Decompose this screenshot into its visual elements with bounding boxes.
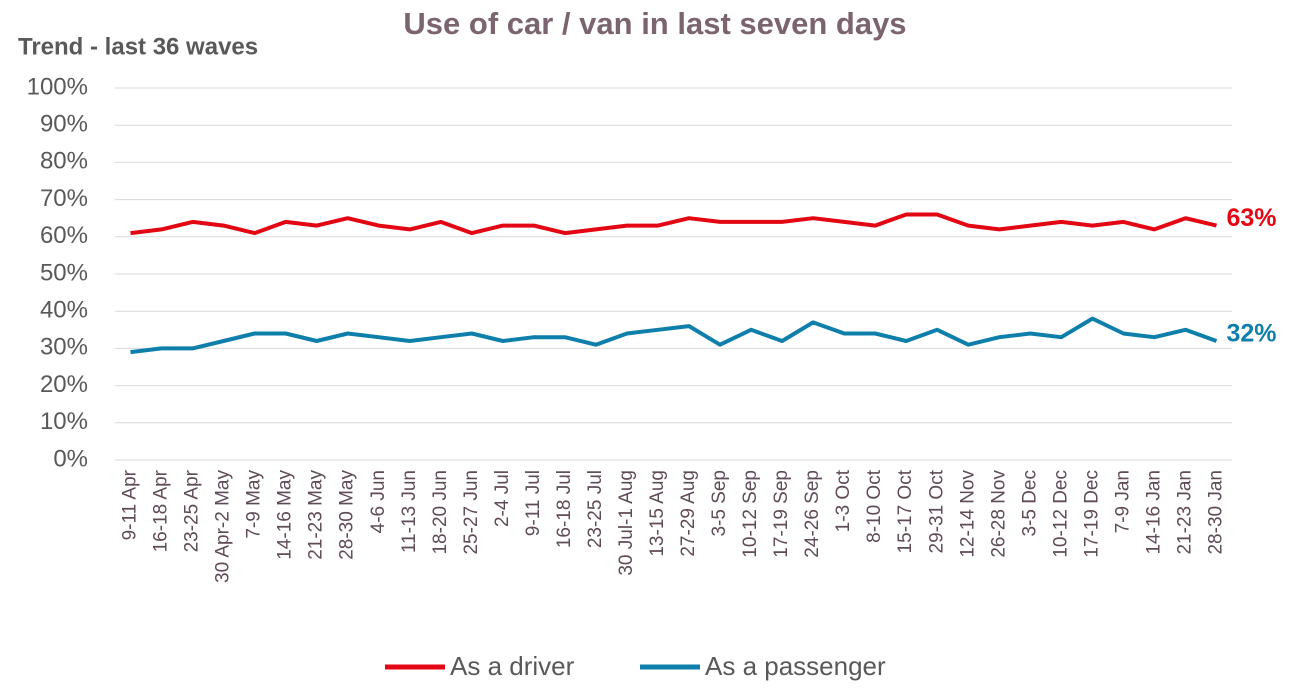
x-tick-label: 2-4 Jul: [492, 470, 513, 527]
x-tick-label: 14-16 Jan: [1143, 470, 1164, 555]
x-tick-label: 9-11 Apr: [120, 469, 141, 540]
x-tick-label: 21-23 Jan: [1174, 470, 1195, 555]
x-tick-label: 12-14 Nov: [957, 470, 978, 558]
x-tick-label: 16-18 Apr: [151, 469, 172, 552]
x-tick-label: 15-17 Oct: [895, 469, 916, 553]
data-label: 32%: [1226, 320, 1276, 348]
x-tick-label: 28-30 Jan: [1206, 470, 1227, 555]
y-tick-label: 100%: [27, 73, 88, 100]
x-tick-label: 28-30 May: [337, 470, 358, 560]
x-tick-label: 11-13 Jun: [399, 470, 420, 553]
line-series: [130, 316, 1218, 355]
x-tick-label: 17-19 Sep: [771, 470, 792, 558]
legend-label: As a passenger: [705, 651, 886, 681]
x-tick-label: 3-5 Dec: [1019, 470, 1040, 537]
x-tick-label: 18-20 Jun: [430, 470, 451, 555]
chart-title: Use of car / van in last seven days: [403, 6, 906, 41]
data-label: 63%: [1226, 204, 1276, 232]
y-tick-label: 50%: [40, 259, 88, 286]
x-tick-label: 4-6 Jun: [368, 470, 389, 533]
x-tick-label: 21-23 May: [306, 470, 327, 560]
legend-label: As a driver: [450, 651, 575, 681]
x-tick-label: 24-26 Sep: [802, 470, 823, 558]
chart-subtitle: Trend - last 36 waves: [18, 33, 258, 60]
y-tick-label: 90%: [40, 111, 88, 138]
line-series: [130, 212, 1217, 236]
x-tick-label: 26-28 Nov: [988, 470, 1009, 558]
y-tick-label: 10%: [40, 408, 88, 435]
x-tick-label: 13-15 Aug: [647, 470, 668, 557]
x-tick-label: 1-3 Oct: [833, 469, 854, 532]
x-tick-label: 7-9 May: [244, 470, 265, 539]
y-tick-label: 60%: [40, 222, 88, 249]
x-tick-label: 25-27 Jun: [461, 470, 482, 555]
x-tick-label: 9-11 Jul: [523, 470, 544, 536]
y-tick-label: 30%: [40, 334, 88, 361]
x-tick-label: 17-19 Dec: [1081, 470, 1102, 558]
x-tick-label: 27-29 Aug: [678, 470, 699, 557]
x-tick-label: 3-5 Sep: [709, 470, 730, 537]
x-tick-label: 16-18 Jul: [554, 470, 575, 548]
x-tick-label: 14-16 May: [275, 470, 296, 560]
y-tick-label: 40%: [40, 297, 88, 324]
x-tick-label: 29-31 Oct: [926, 469, 947, 553]
y-tick-label: 80%: [40, 148, 88, 175]
x-tick-label: 7-9 Jan: [1112, 470, 1133, 533]
x-tick-label: 23-25 Jul: [585, 470, 606, 548]
y-tick-label: 70%: [40, 185, 88, 212]
y-tick-label: 0%: [53, 445, 88, 472]
x-tick-label: 10-12 Dec: [1050, 470, 1071, 558]
x-tick-label: 30 Jul-1 Aug: [616, 470, 637, 576]
y-tick-label: 20%: [40, 371, 88, 398]
x-tick-label: 23-25 Apr: [182, 469, 203, 552]
x-tick-label: 8-10 Oct: [864, 469, 885, 543]
x-tick-label: 30 Apr-2 May: [213, 470, 234, 583]
x-tick-label: 10-12 Sep: [740, 470, 761, 558]
